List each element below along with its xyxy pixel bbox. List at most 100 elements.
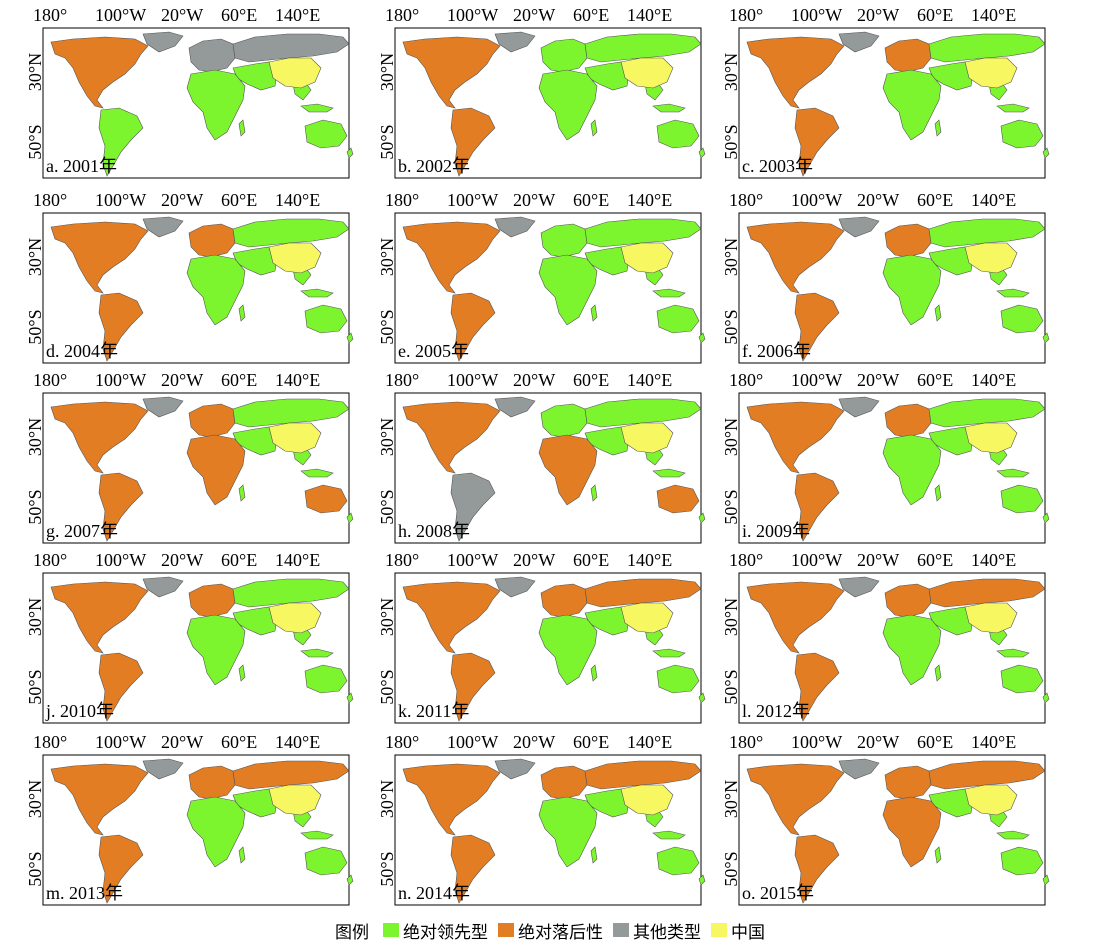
region-greenland [838, 576, 880, 598]
latitude-tick: 50°S [377, 669, 397, 704]
legend-item-absolute-leading: 绝对领先型 [383, 918, 488, 943]
region-greenland [142, 396, 184, 418]
longitude-tick: 60°E [573, 732, 609, 752]
region-greenland [838, 396, 880, 418]
panel-label: a. 2001年 [46, 156, 117, 176]
region-greenland [494, 216, 536, 238]
map-panel: 180° 100°W 20°W 60°E 140°E 30°N 50°S k. 2011年 [377, 547, 723, 725]
map-panel: 180° 100°W 20°W 60°E 140°E 30°N 50°S o. 2015年 [721, 729, 1067, 907]
longitude-tick: 60°E [917, 5, 953, 25]
region-north-america [746, 763, 845, 836]
panel-label: k. 2011年 [398, 701, 469, 721]
longitude-tick: 100°W [447, 190, 498, 210]
region-china [620, 57, 674, 89]
longitude-tick: 20°W [161, 190, 203, 210]
region-russia [928, 760, 1046, 790]
longitude-tick: 140°E [275, 190, 320, 210]
map-frame: f. 2006年 [738, 212, 1050, 364]
map-frame: d. 2004年 [42, 212, 354, 364]
region-china [268, 602, 322, 634]
latitude-tick: 30°N [25, 780, 45, 818]
panel-label: b. 2002年 [398, 156, 470, 176]
world-map: 180° 100°W 20°W 60°E 140°E 30°N 50°Sn. 2014年 [377, 732, 706, 906]
region-russia [584, 33, 702, 63]
world-map: 180° 100°W 20°W 60°E 140°E 30°N 50°Sb. 2002年 [377, 5, 706, 179]
longitude-tick: 140°E [275, 550, 320, 570]
region-north-america [402, 763, 501, 836]
region-indonesia [996, 830, 1030, 840]
latitude-tick: 50°S [377, 851, 397, 886]
latitude-tick: 50°S [25, 309, 45, 344]
longitude-tick: 20°W [513, 732, 555, 752]
region-australia [1000, 119, 1044, 149]
longitude-tick: 100°W [791, 732, 842, 752]
longitude-tick: 140°E [275, 732, 320, 752]
region-south-america [794, 834, 840, 904]
region-north-america [746, 221, 845, 294]
region-south-america [794, 472, 840, 542]
legend-swatch-other [613, 923, 629, 937]
latitude-tick: 30°N [377, 598, 397, 636]
region-north-america [50, 581, 149, 654]
longitude-tick: 180° [33, 190, 67, 210]
region-australia [304, 484, 348, 514]
longitude-tick: 180° [729, 370, 763, 390]
longitude-tick: 180° [385, 732, 419, 752]
world-map: 180° 100°W 20°W 60°E 140°E 30°N 50°Sl. 2012年 [721, 550, 1050, 724]
latitude-tick: 50°S [25, 124, 45, 159]
latitude-tick: 30°N [377, 418, 397, 456]
longitude-tick: 100°W [95, 550, 146, 570]
world-map: 180° 100°W 20°W 60°E 140°E 30°N 50°Sd. 2004年 [25, 190, 354, 364]
region-china [964, 242, 1018, 274]
region-nz [346, 147, 354, 159]
longitude-tick: 180° [33, 732, 67, 752]
latitude-tick: 50°S [721, 124, 741, 159]
region-north-america [50, 401, 149, 474]
region-africa [538, 434, 598, 506]
region-madagascar [590, 664, 598, 682]
region-russia [584, 760, 702, 790]
longitude-tick: 20°W [161, 5, 203, 25]
region-madagascar [590, 484, 598, 502]
longitude-tick: 100°W [791, 5, 842, 25]
region-madagascar [590, 846, 598, 864]
region-south-america [98, 472, 144, 542]
region-madagascar [238, 304, 246, 322]
region-australia [656, 304, 700, 334]
region-russia [232, 398, 350, 428]
longitude-tick: 100°W [791, 370, 842, 390]
region-australia [656, 119, 700, 149]
legend-item-china: 中国 [711, 918, 765, 943]
region-north-america [402, 221, 501, 294]
map-panel: 180° 100°W 20°W 60°E 140°E 30°N 50°S i. 2009年 [721, 367, 1067, 545]
region-indonesia [996, 648, 1030, 658]
region-europe [540, 38, 588, 73]
longitude-tick: 60°E [917, 732, 953, 752]
region-greenland [838, 758, 880, 780]
region-indonesia [652, 648, 686, 658]
region-nz [1042, 332, 1050, 344]
panel-label: m. 2013年 [46, 883, 123, 903]
region-north-america [746, 401, 845, 474]
latitude-tick: 30°N [25, 598, 45, 636]
longitude-tick: 100°W [95, 370, 146, 390]
world-map: 180° 100°W 20°W 60°E 140°E 30°N 50°Se. 2005年 [377, 190, 706, 364]
map-frame: l. 2012年 [738, 572, 1050, 724]
longitude-tick: 60°E [221, 550, 257, 570]
region-north-america [402, 581, 501, 654]
region-africa [186, 614, 246, 686]
longitude-tick: 20°W [161, 732, 203, 752]
longitude-tick: 180° [729, 550, 763, 570]
region-madagascar [238, 664, 246, 682]
region-indonesia [996, 288, 1030, 298]
longitude-tick: 140°E [971, 370, 1016, 390]
longitude-tick: 20°W [513, 370, 555, 390]
region-nz [698, 874, 706, 886]
region-greenland [142, 31, 184, 53]
region-madagascar [934, 664, 942, 682]
longitude-tick: 60°E [221, 190, 257, 210]
region-australia [1000, 304, 1044, 334]
map-panel: 180° 100°W 20°W 60°E 140°E 30°N 50°S c. 2003年 [721, 2, 1067, 180]
region-europe [540, 223, 588, 258]
latitude-tick: 30°N [721, 780, 741, 818]
